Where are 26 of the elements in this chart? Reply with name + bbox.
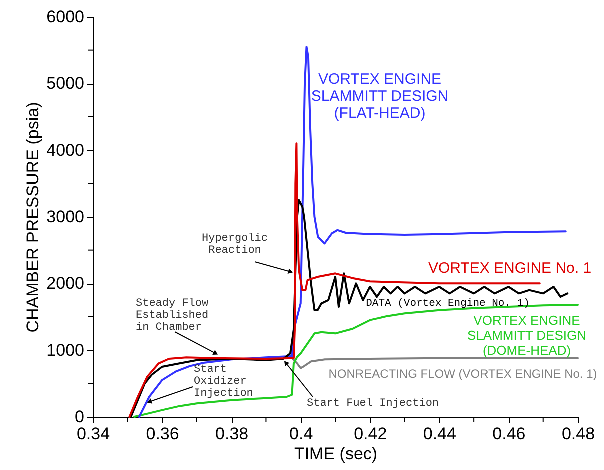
x-axis-title: TIME (sec) <box>294 444 378 464</box>
x-tick-label: 0.34 <box>76 424 110 444</box>
x-tick-label: 0.38 <box>216 424 249 444</box>
x-tick-label: 0.48 <box>562 424 596 444</box>
x-tick-label: 0.36 <box>146 424 180 444</box>
line-series <box>291 357 579 370</box>
series-label: VORTEX ENGINE SLAMMITT DESIGN (DOME-HEAD) <box>468 313 586 358</box>
annotation: Hypergolic Reaction <box>202 233 268 257</box>
annotation: Steady Flow Established in Chamber <box>136 298 210 334</box>
series-label: VORTEX ENGINE SLAMMITT DESIGN (FLAT-HEAD) <box>311 71 449 122</box>
y-tick-label: 0 <box>75 408 84 426</box>
annotation: Start Fuel Injection <box>307 398 440 410</box>
series-label: VORTEX ENGINE No. 1 <box>428 260 592 277</box>
x-tick-label: 0.42 <box>354 424 388 444</box>
x-tick-label: 0.4 <box>290 424 314 444</box>
annotation: Start Oxidizer Injection <box>194 364 254 400</box>
y-tick-label: 2000 <box>46 274 84 294</box>
y-tick-label: 3000 <box>46 208 84 226</box>
y-tick-label: 1000 <box>46 340 84 360</box>
y-tick-label: 6000 <box>46 8 84 26</box>
y-tick-label: 5000 <box>46 74 84 94</box>
series-label: NONREACTING FLOW (VORTEX ENGINE No. 1) <box>328 367 598 381</box>
y-tick-label: 4000 <box>46 140 84 160</box>
x-tick-label: 0.44 <box>423 424 456 444</box>
y-axis-title: CHAMBER PRESSURE (psia) <box>24 102 43 333</box>
x-tick-label: 0.46 <box>492 424 526 444</box>
